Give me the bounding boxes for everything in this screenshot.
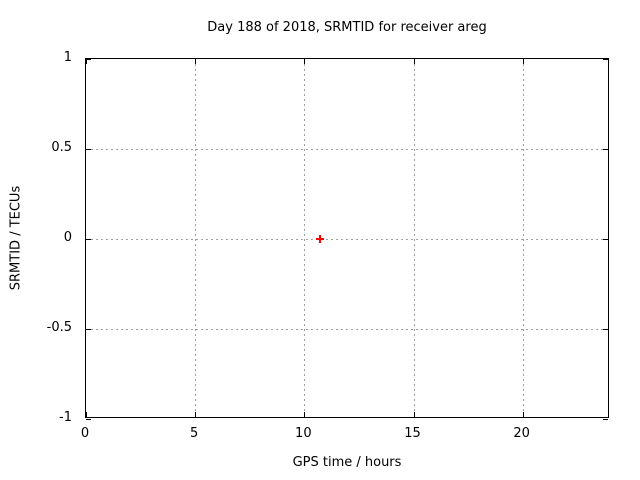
tick-mark-right <box>603 239 608 240</box>
tick-mark-bottom <box>86 412 87 417</box>
tick-mark-left <box>86 239 91 240</box>
tick-mark-right <box>603 59 608 60</box>
data-point-marker <box>315 235 324 243</box>
x-tick-label: 5 <box>190 426 199 441</box>
gridline-vertical <box>304 59 306 417</box>
tick-mark-right <box>603 419 608 420</box>
tick-mark-right <box>603 149 608 150</box>
y-tick-label: -1 <box>59 410 72 425</box>
x-axis-label: GPS time / hours <box>292 455 402 470</box>
tick-mark-top <box>304 59 306 64</box>
x-tick-label: 20 <box>513 426 530 441</box>
tick-mark-top <box>86 59 87 64</box>
tick-mark-top <box>195 59 197 64</box>
tick-mark-bottom <box>413 412 415 417</box>
y-tick-label: 0 <box>63 230 72 245</box>
tick-mark-left <box>86 149 91 150</box>
tick-mark-bottom <box>195 412 197 417</box>
plot-area <box>85 58 609 420</box>
x-tick-label: 15 <box>404 426 421 441</box>
x-tick-label: 10 <box>295 426 312 441</box>
gridline-vertical <box>413 59 415 417</box>
tick-mark-left <box>86 59 91 60</box>
y-tick-label: -0.5 <box>46 320 72 335</box>
tick-mark-top <box>522 59 524 64</box>
tick-mark-right <box>603 329 608 330</box>
tick-mark-bottom <box>522 412 524 417</box>
x-tick-label: 0 <box>80 426 90 441</box>
gridline-horizontal <box>86 149 608 150</box>
tick-mark-top <box>413 59 415 64</box>
gridline-horizontal <box>86 329 608 330</box>
chart-title: Day 188 of 2018, SRMTID for receiver are… <box>207 20 487 35</box>
y-tick-label: 0.5 <box>51 140 72 155</box>
tick-mark-left <box>86 329 91 330</box>
gridline-vertical <box>195 59 197 417</box>
gridline-vertical <box>522 59 524 417</box>
tick-mark-bottom <box>304 412 306 417</box>
gridline-horizontal <box>86 239 608 240</box>
y-tick-label: 1 <box>63 50 72 65</box>
marker-vertical-bar <box>318 235 321 243</box>
tick-mark-left <box>86 419 91 420</box>
